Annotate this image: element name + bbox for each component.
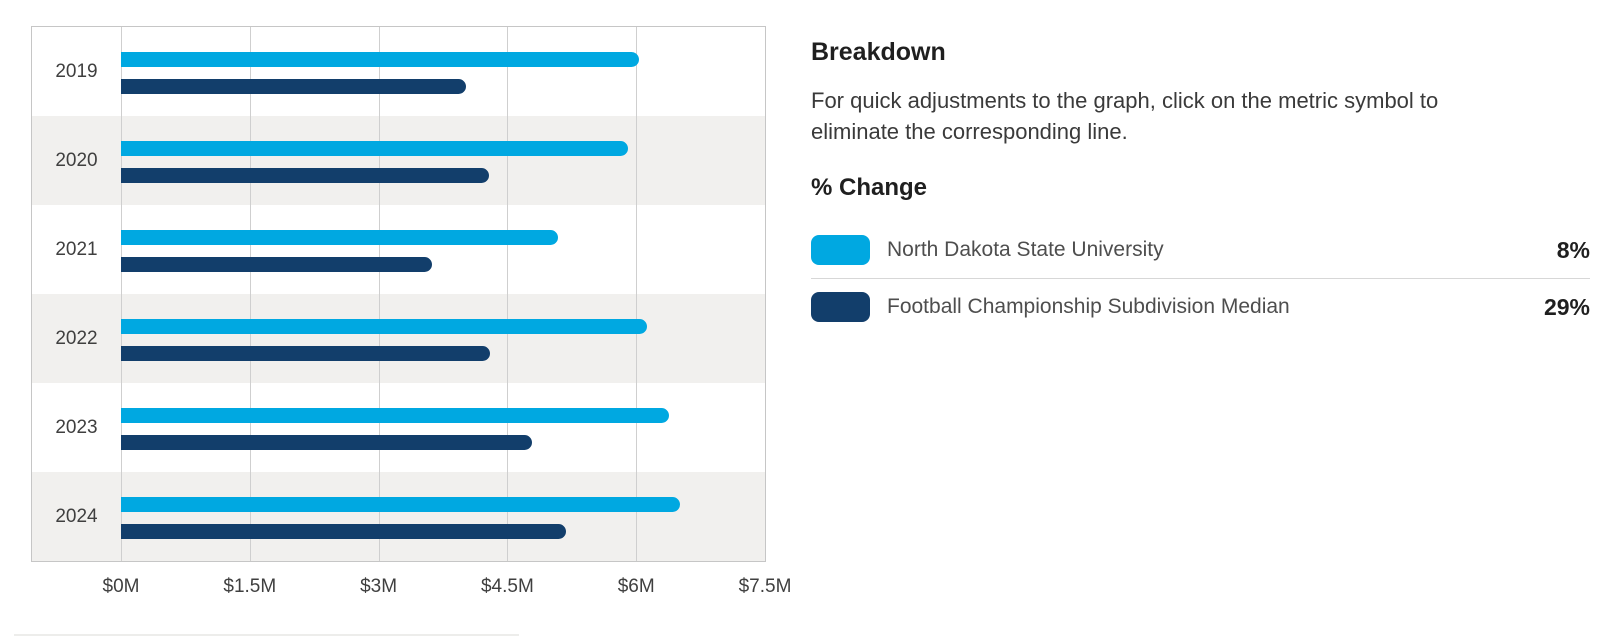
x-tick-label: $0M (102, 576, 140, 597)
chart-row-2022: 2022 (32, 294, 765, 383)
legend-label: Football Championship Subdivision Median (887, 295, 1290, 318)
year-label: 2020 (55, 149, 98, 171)
chart-row-2023: 2023 (32, 383, 765, 472)
x-tick-label: $3M (360, 576, 398, 597)
bar-fcs-median-2019[interactable] (121, 79, 467, 94)
bar-north-dakota-state-university-2024[interactable] (121, 497, 680, 512)
legend-row: Football Championship Subdivision Median… (811, 278, 1590, 335)
bar-north-dakota-state-university-2019[interactable] (121, 52, 639, 67)
gridline (507, 27, 509, 561)
bar-fcs-median-2022[interactable] (121, 346, 491, 361)
percent-change-value: 29% (1543, 293, 1590, 320)
percent-change-heading: % Change (811, 174, 928, 201)
chart-row-2024: 2024 (32, 472, 765, 561)
bar-fcs-median-2020[interactable] (121, 168, 489, 183)
panel-description: For quick adjustments to the graph, clic… (811, 88, 1439, 144)
legend: North Dakota State University 8% Football … (811, 222, 1590, 335)
x-axis: $0M $1.5M $3M $4.5M $6M $7.5M (31, 570, 792, 598)
chart-row-2021: 2021 (32, 205, 765, 294)
revenue-bar-chart: 2019 2020 2021 2022 2023 2024 (31, 26, 766, 562)
year-label: 2019 (55, 60, 98, 82)
gridline (121, 27, 122, 561)
year-label: 2024 (55, 505, 98, 527)
x-tick-label: $7.5M (738, 576, 792, 597)
panel-title: Breakdown (811, 38, 946, 66)
year-label: 2023 (55, 416, 98, 438)
metric-swatch-fcs-median[interactable] (811, 292, 870, 322)
gridline (249, 27, 251, 561)
bar-fcs-median-2023[interactable] (121, 435, 533, 450)
chart-row-2020: 2020 (32, 116, 765, 205)
legend-row: North Dakota State University 8% (811, 222, 1590, 278)
chart-row-2019: 2019 (32, 27, 765, 116)
x-tick-label: $1.5M (223, 576, 277, 597)
x-tick-label: $6M (617, 576, 655, 597)
bar-north-dakota-state-university-2020[interactable] (121, 141, 628, 156)
next-section-cutoff (14, 634, 519, 636)
bar-fcs-median-2024[interactable] (121, 524, 566, 539)
year-label: 2021 (55, 238, 98, 260)
x-tick-label: $4.5M (480, 576, 534, 597)
bar-north-dakota-state-university-2021[interactable] (121, 230, 559, 245)
metric-swatch-north-dakota-state-university[interactable] (811, 235, 870, 265)
bar-north-dakota-state-university-2022[interactable] (121, 319, 648, 334)
gridline (636, 27, 638, 561)
legend-label: North Dakota State University (887, 238, 1164, 261)
percent-change-value: 8% (1556, 236, 1590, 263)
breakdown-panel: Breakdown For quick adjustments to the g… (811, 40, 1590, 335)
gridline (378, 27, 380, 561)
year-label: 2022 (55, 327, 98, 349)
bar-fcs-median-2021[interactable] (121, 257, 432, 272)
bar-north-dakota-state-university-2023[interactable] (121, 408, 669, 423)
